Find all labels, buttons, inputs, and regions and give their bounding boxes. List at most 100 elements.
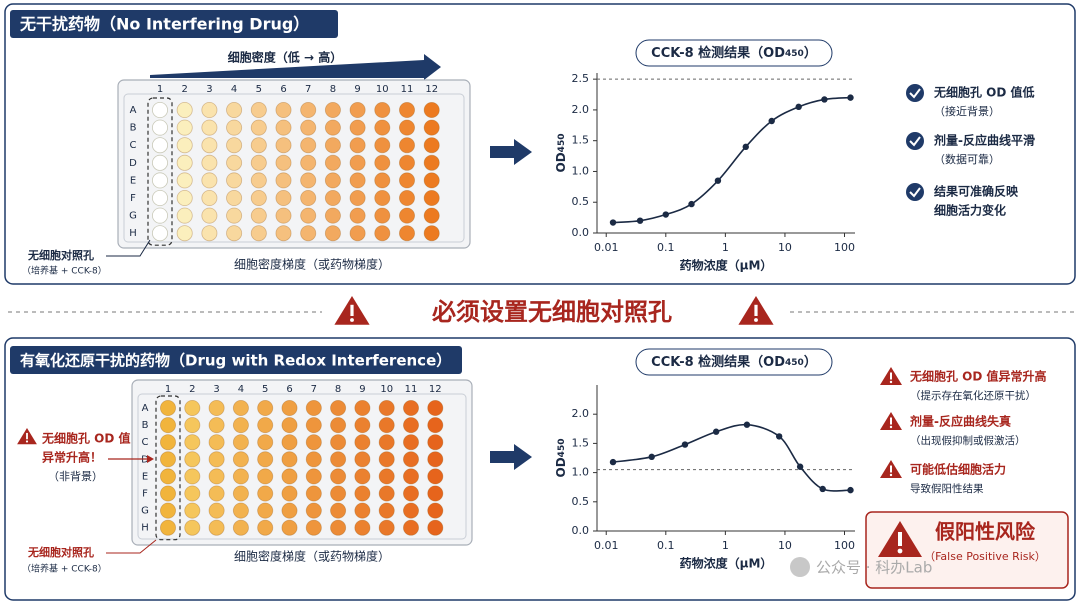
gradient-label: 细胞密度（低 → 高） bbox=[228, 50, 342, 65]
column-label: 12 bbox=[425, 84, 438, 95]
warning-dot bbox=[754, 318, 758, 322]
x-tick-label: 1 bbox=[722, 241, 729, 254]
well bbox=[374, 225, 391, 242]
well bbox=[378, 417, 395, 434]
well bbox=[232, 434, 249, 451]
plate bbox=[117, 79, 471, 249]
x-tick-label: 0.1 bbox=[657, 241, 675, 254]
well bbox=[151, 172, 168, 189]
well bbox=[159, 417, 176, 434]
note-line: 异常升高！ bbox=[42, 450, 102, 465]
well bbox=[402, 434, 419, 451]
well bbox=[402, 399, 419, 416]
well bbox=[330, 451, 347, 468]
well bbox=[151, 119, 168, 136]
warning-title: 无细胞孔 OD 值异常升高 bbox=[909, 369, 1047, 384]
data-point bbox=[768, 117, 775, 125]
top-banner bbox=[10, 10, 338, 38]
chart-title-part: 450 bbox=[785, 358, 804, 368]
y-tick-label: 2.0 bbox=[572, 407, 590, 420]
column-label: 6 bbox=[280, 84, 286, 95]
well bbox=[208, 399, 225, 416]
column-label: 11 bbox=[405, 384, 418, 395]
well bbox=[374, 189, 391, 206]
well bbox=[232, 417, 249, 434]
well bbox=[201, 189, 218, 206]
check-icon bbox=[906, 84, 924, 102]
well bbox=[354, 451, 371, 468]
warning-dot bbox=[25, 440, 29, 443]
y-tick-label: 1.5 bbox=[572, 134, 590, 147]
well bbox=[151, 225, 168, 242]
flow-arrow bbox=[490, 444, 532, 470]
data-point bbox=[609, 458, 617, 466]
well bbox=[176, 207, 193, 224]
well bbox=[324, 225, 341, 242]
well bbox=[330, 485, 347, 502]
well bbox=[184, 417, 201, 434]
well bbox=[208, 468, 225, 485]
column-label: 1 bbox=[165, 384, 171, 395]
well bbox=[305, 399, 322, 416]
column-label: 7 bbox=[305, 84, 311, 95]
warning-title: 可能低估细胞活力 bbox=[910, 462, 1006, 477]
well bbox=[226, 119, 243, 136]
well bbox=[208, 451, 225, 468]
well bbox=[201, 119, 218, 136]
divider-text: 必须设置无细胞对照孔 bbox=[432, 298, 672, 326]
well bbox=[354, 399, 371, 416]
well bbox=[176, 119, 193, 136]
warning-sub: （提示存在氧化还原干扰） bbox=[910, 389, 1036, 402]
plate bbox=[131, 379, 473, 546]
check-mark bbox=[909, 88, 921, 99]
well bbox=[305, 468, 322, 485]
data-point bbox=[609, 219, 617, 226]
well bbox=[151, 102, 168, 119]
well bbox=[208, 485, 225, 502]
well bbox=[324, 154, 341, 171]
well bbox=[398, 102, 415, 119]
well bbox=[232, 502, 249, 519]
warning-mark bbox=[890, 417, 892, 425]
plate-axis-label: 细胞密度梯度（或药物梯度） bbox=[234, 549, 390, 564]
well bbox=[402, 417, 419, 434]
y-axis-label-part: 450 bbox=[557, 439, 567, 458]
well bbox=[232, 399, 249, 416]
well bbox=[427, 451, 444, 468]
well bbox=[374, 172, 391, 189]
well bbox=[330, 468, 347, 485]
well bbox=[374, 207, 391, 224]
well bbox=[159, 399, 176, 416]
column-label: 7 bbox=[311, 384, 317, 395]
well bbox=[250, 207, 267, 224]
column-label: 5 bbox=[262, 384, 268, 395]
check-title: 结果可准确反映 bbox=[934, 184, 1019, 199]
column-label: 4 bbox=[231, 84, 237, 95]
warning-dot bbox=[889, 425, 893, 429]
column-label: 8 bbox=[335, 384, 341, 395]
row-label: B bbox=[130, 123, 137, 134]
well bbox=[300, 154, 317, 171]
well bbox=[201, 154, 218, 171]
well bbox=[398, 207, 415, 224]
data-point bbox=[847, 486, 854, 494]
well bbox=[398, 137, 415, 154]
well bbox=[427, 417, 444, 434]
y-tick-label: 1.0 bbox=[572, 466, 590, 479]
well bbox=[257, 485, 274, 502]
well bbox=[250, 225, 267, 242]
well bbox=[281, 485, 298, 502]
well bbox=[427, 502, 444, 519]
watermark: 公众号 · 科办Lab bbox=[816, 559, 932, 577]
well bbox=[374, 102, 391, 119]
well bbox=[423, 137, 440, 154]
x-tick-label: 100 bbox=[834, 241, 855, 254]
well bbox=[305, 519, 322, 536]
well bbox=[330, 434, 347, 451]
y-axis-label: OD450 bbox=[554, 134, 568, 173]
well bbox=[226, 172, 243, 189]
well bbox=[402, 519, 419, 536]
row-label: H bbox=[141, 523, 149, 534]
well bbox=[250, 102, 267, 119]
